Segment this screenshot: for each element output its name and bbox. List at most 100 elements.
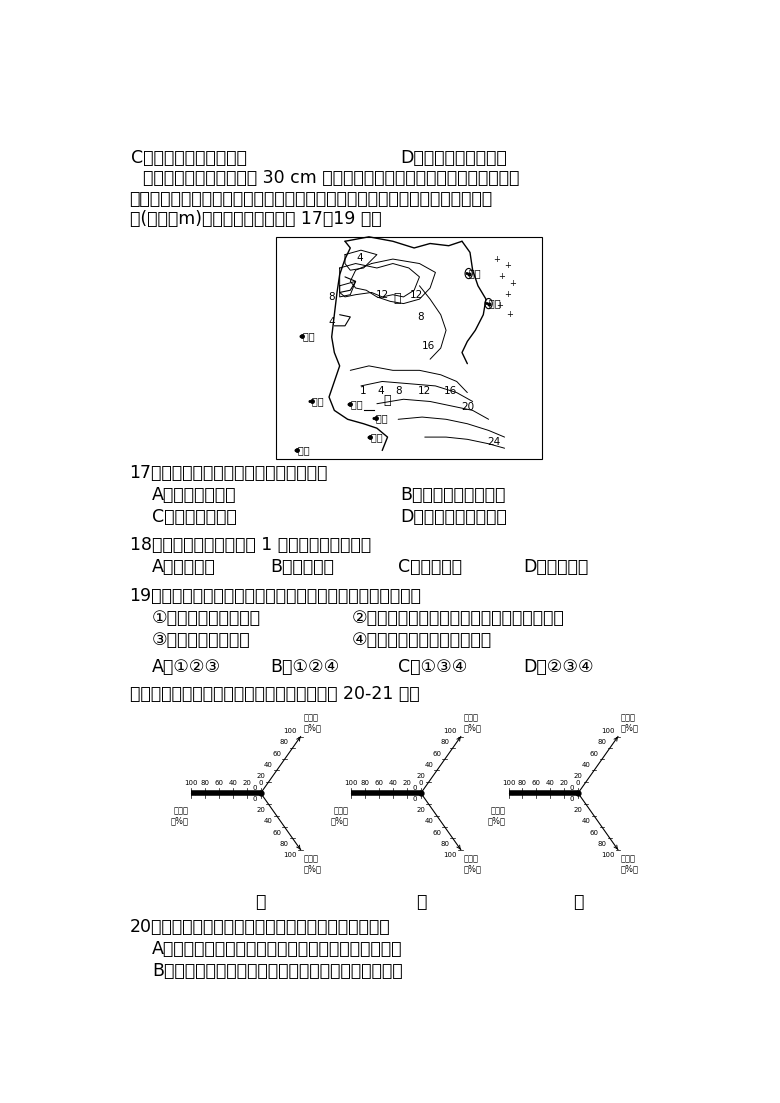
Text: •济南: •济南 (298, 331, 315, 341)
Text: 20: 20 (417, 807, 425, 813)
Text: 100: 100 (283, 853, 297, 858)
Text: 80: 80 (597, 840, 606, 847)
Text: 60: 60 (432, 751, 441, 757)
Text: B．①②④: B．①②④ (270, 657, 339, 676)
Text: A．①②③: A．①②③ (152, 657, 221, 676)
Text: 100: 100 (444, 728, 457, 733)
Text: 8: 8 (417, 312, 424, 322)
Text: 100: 100 (502, 780, 516, 786)
Text: ①表层浮游生物密度大: ①表层浮游生物密度大 (152, 609, 261, 628)
Text: ②周围地区人类活动强度大，污染物排放量大: ②周围地区人类活动强度大，污染物排放量大 (351, 609, 564, 628)
Text: 种植业
（%）: 种植业 （%） (488, 806, 505, 825)
Text: C．海水深度变大: C．海水深度变大 (152, 508, 236, 526)
Text: 60: 60 (215, 780, 224, 786)
Text: 40: 40 (264, 818, 273, 824)
Text: +: + (498, 272, 505, 281)
Text: 商品率
（%）: 商品率 （%） (464, 854, 482, 874)
Text: 8: 8 (395, 386, 402, 396)
Text: 直沉入水中，直到看不见的深度。下图为中国沿海夏季海水多年平均透明度等值: 直沉入水中，直到看不见的深度。下图为中国沿海夏季海水多年平均透明度等值 (129, 190, 493, 207)
Text: 100: 100 (283, 728, 297, 733)
Text: +: + (509, 279, 516, 288)
Text: 8: 8 (328, 292, 335, 302)
Text: 0: 0 (253, 784, 257, 791)
Text: 100: 100 (444, 853, 457, 858)
Text: 畜牧业
（%）: 畜牧业 （%） (464, 713, 482, 732)
Text: ④海域较封闭，污染物难扩散: ④海域较封闭，污染物难扩散 (351, 631, 491, 650)
Text: 20: 20 (402, 780, 411, 786)
Text: 24: 24 (488, 437, 501, 447)
Text: 40: 40 (424, 818, 433, 824)
Text: B．水较清的暖流流经: B．水较清的暖流流经 (399, 486, 505, 504)
Text: 海水透明度是指用直径为 30 cm 的白色圆板，在阳光不能直接照射的地方垂: 海水透明度是指用直径为 30 cm 的白色圆板，在阳光不能直接照射的地方垂 (143, 170, 519, 188)
Text: A．甲－混合农业　　乙－商品谷物农业　丙－乳畜业: A．甲－混合农业 乙－商品谷物农业 丙－乳畜业 (152, 941, 402, 959)
Text: •南昌: •南昌 (292, 446, 310, 456)
Text: B．甲－混合农业　　乙－水稻种植业　　丙－乳畜业: B．甲－混合农业 乙－水稻种植业 丙－乳畜业 (152, 962, 402, 979)
Text: •南京: •南京 (346, 398, 363, 409)
Text: 60: 60 (590, 829, 598, 836)
Text: 100: 100 (601, 853, 615, 858)
Text: 100: 100 (184, 780, 198, 786)
Text: 18．冬季时，乙处数值为 1 的等值线将会（　）: 18．冬季时，乙处数值为 1 的等值线将会（ ） (129, 536, 370, 554)
Text: 畜牧业
（%）: 畜牧业 （%） (621, 713, 639, 732)
Text: 60: 60 (432, 829, 441, 836)
Text: A．向东移动: A．向东移动 (152, 558, 215, 576)
Text: 80: 80 (361, 780, 370, 786)
Text: 12: 12 (376, 290, 389, 300)
Text: 40: 40 (229, 780, 237, 786)
Text: 80: 80 (200, 780, 210, 786)
Text: 下图为三个地区农业资料统计图，读下图完成 20-21 题。: 下图为三个地区农业资料统计图，读下图完成 20-21 题。 (129, 685, 419, 703)
Text: 40: 40 (424, 762, 433, 768)
Text: D．向北移动: D．向北移动 (523, 558, 589, 576)
Text: 0: 0 (253, 795, 257, 802)
Text: +: + (506, 310, 513, 319)
Bar (276, 237, 542, 459)
Text: 80: 80 (280, 739, 289, 746)
Text: 80: 80 (518, 780, 527, 786)
Text: 线(单位：m)分布图。读图，完成 17～19 题。: 线(单位：m)分布图。读图，完成 17～19 题。 (129, 210, 381, 228)
Text: 种植业
（%）: 种植业 （%） (331, 806, 349, 825)
Text: 60: 60 (374, 780, 384, 786)
Text: C．①③④: C．①③④ (398, 657, 467, 676)
Text: +: + (496, 301, 502, 310)
Text: ③入海河流含沙量大: ③入海河流含沙量大 (152, 631, 250, 650)
Text: 20: 20 (573, 807, 583, 813)
Text: +: + (493, 255, 500, 264)
Text: C．向西移动: C．向西移动 (398, 558, 462, 576)
Text: 20: 20 (560, 780, 569, 786)
Text: 40: 40 (546, 780, 555, 786)
Text: 乙: 乙 (416, 893, 426, 911)
Text: 12: 12 (417, 386, 431, 396)
Text: 0: 0 (413, 784, 417, 791)
Text: 20: 20 (243, 780, 251, 786)
Text: 甲: 甲 (256, 893, 266, 911)
Text: 60: 60 (532, 780, 541, 786)
Text: D．缩小海洋污染范围: D．缩小海洋污染范围 (399, 149, 506, 167)
Text: B．向南移动: B．向南移动 (270, 558, 334, 576)
Text: 19．从总体看，图示各海域中渤海透明度最低的原因是（　）: 19．从总体看，图示各海域中渤海透明度最低的原因是（ ） (129, 587, 421, 606)
Text: •杭州: •杭州 (365, 432, 383, 442)
Text: 20: 20 (256, 773, 265, 779)
Text: 20: 20 (573, 773, 583, 779)
Text: 20: 20 (461, 403, 474, 413)
Text: 种植业
（%）: 种植业 （%） (170, 806, 188, 825)
Text: 4: 4 (356, 253, 363, 263)
Text: 80: 80 (440, 840, 449, 847)
Text: 40: 40 (388, 780, 398, 786)
Text: +: + (504, 290, 511, 299)
Text: 17．甲处等值线向北凸出的原因是（　）: 17．甲处等值线向北凸出的原因是（ ） (129, 464, 328, 482)
Text: 4: 4 (328, 318, 335, 328)
Text: •平壤: •平壤 (464, 268, 481, 279)
Text: 0: 0 (570, 795, 574, 802)
Text: 40: 40 (264, 762, 273, 768)
Text: 0: 0 (419, 780, 424, 786)
Text: A．海水深度变小: A．海水深度变小 (152, 486, 236, 504)
Text: 4: 4 (378, 386, 385, 396)
Text: 60: 60 (590, 751, 598, 757)
Text: 0: 0 (258, 780, 263, 786)
Text: 1: 1 (360, 386, 367, 396)
Text: 80: 80 (440, 739, 449, 746)
Text: 80: 80 (597, 739, 606, 746)
Text: 20: 20 (256, 807, 265, 813)
Text: 0: 0 (413, 795, 417, 802)
Text: 80: 80 (280, 840, 289, 847)
